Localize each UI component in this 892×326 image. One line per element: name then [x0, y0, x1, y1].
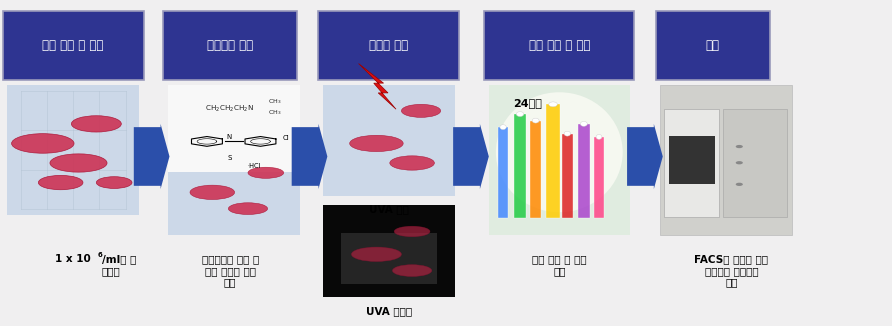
FancyBboxPatch shape: [723, 109, 787, 217]
Text: 세포 회수 및 염색: 세포 회수 및 염색: [529, 39, 590, 52]
Text: 시험물질 처치: 시험물질 처치: [207, 39, 253, 52]
Bar: [562, 134, 573, 218]
Ellipse shape: [516, 111, 524, 116]
Ellipse shape: [496, 92, 623, 212]
FancyBboxPatch shape: [341, 233, 437, 284]
FancyBboxPatch shape: [7, 85, 139, 215]
Text: 24시간: 24시간: [513, 98, 541, 108]
Ellipse shape: [390, 156, 434, 170]
Ellipse shape: [394, 226, 430, 237]
Polygon shape: [292, 124, 327, 189]
Polygon shape: [627, 124, 663, 189]
FancyBboxPatch shape: [3, 11, 144, 80]
FancyBboxPatch shape: [168, 85, 300, 235]
FancyBboxPatch shape: [656, 11, 770, 80]
Bar: [578, 124, 590, 218]
Ellipse shape: [96, 177, 132, 188]
Polygon shape: [359, 64, 396, 109]
Ellipse shape: [736, 145, 743, 148]
Text: FACS를 이용한 세포
표면항원 발현변화
측정: FACS를 이용한 세포 표면항원 발현변화 측정: [695, 254, 768, 288]
Ellipse shape: [596, 134, 602, 140]
Text: 6: 6: [98, 252, 103, 258]
Bar: [594, 137, 604, 218]
Text: CH$_3$: CH$_3$: [268, 108, 281, 117]
Ellipse shape: [228, 203, 268, 215]
FancyBboxPatch shape: [318, 11, 459, 80]
Text: Cl: Cl: [283, 135, 290, 141]
Ellipse shape: [500, 125, 507, 129]
FancyBboxPatch shape: [323, 85, 455, 196]
Ellipse shape: [248, 167, 284, 178]
Text: S: S: [227, 155, 231, 161]
Ellipse shape: [736, 183, 743, 186]
Text: 세포 회수 및 형광
염색: 세포 회수 및 형광 염색: [532, 254, 587, 276]
Text: /ml로 세
포분주: /ml로 세 포분주: [102, 254, 136, 276]
Ellipse shape: [401, 104, 441, 117]
FancyBboxPatch shape: [323, 205, 455, 297]
FancyBboxPatch shape: [489, 85, 630, 235]
Ellipse shape: [351, 247, 401, 261]
Ellipse shape: [564, 131, 571, 136]
FancyBboxPatch shape: [484, 11, 634, 80]
Text: ·HCl: ·HCl: [247, 163, 260, 169]
Text: CH$_2$CH$_2$CH$_2$N: CH$_2$CH$_2$CH$_2$N: [205, 104, 253, 114]
Text: 분석: 분석: [706, 39, 720, 52]
Ellipse shape: [190, 185, 235, 200]
FancyBboxPatch shape: [168, 172, 300, 235]
Ellipse shape: [392, 265, 432, 276]
Text: 예비실험을 통해 결
정된 농도로 물질
처리: 예비실험을 통해 결 정된 농도로 물질 처리: [202, 254, 259, 288]
Ellipse shape: [549, 102, 558, 107]
Text: UVA 비조사: UVA 비조사: [366, 306, 412, 317]
Ellipse shape: [581, 121, 587, 126]
Ellipse shape: [50, 154, 107, 172]
Text: N: N: [227, 134, 232, 140]
Ellipse shape: [12, 134, 74, 153]
Text: 1 x 10: 1 x 10: [55, 254, 91, 264]
Ellipse shape: [71, 116, 121, 132]
FancyBboxPatch shape: [664, 109, 720, 217]
FancyBboxPatch shape: [660, 85, 792, 235]
Polygon shape: [134, 124, 169, 189]
Ellipse shape: [350, 135, 403, 152]
Bar: [498, 127, 508, 218]
Ellipse shape: [736, 161, 743, 164]
FancyBboxPatch shape: [668, 136, 715, 184]
Text: CH$_3$: CH$_3$: [268, 97, 281, 106]
Bar: [530, 121, 541, 218]
Text: 자외선 조사: 자외선 조사: [369, 39, 409, 52]
Bar: [546, 104, 560, 218]
Bar: [514, 114, 526, 218]
Text: 세포 배양 및 분주: 세포 배양 및 분주: [43, 39, 103, 52]
Polygon shape: [453, 124, 489, 189]
Ellipse shape: [533, 118, 539, 123]
Ellipse shape: [38, 175, 83, 190]
Text: UVA 조사: UVA 조사: [369, 204, 409, 214]
FancyBboxPatch shape: [163, 11, 297, 80]
